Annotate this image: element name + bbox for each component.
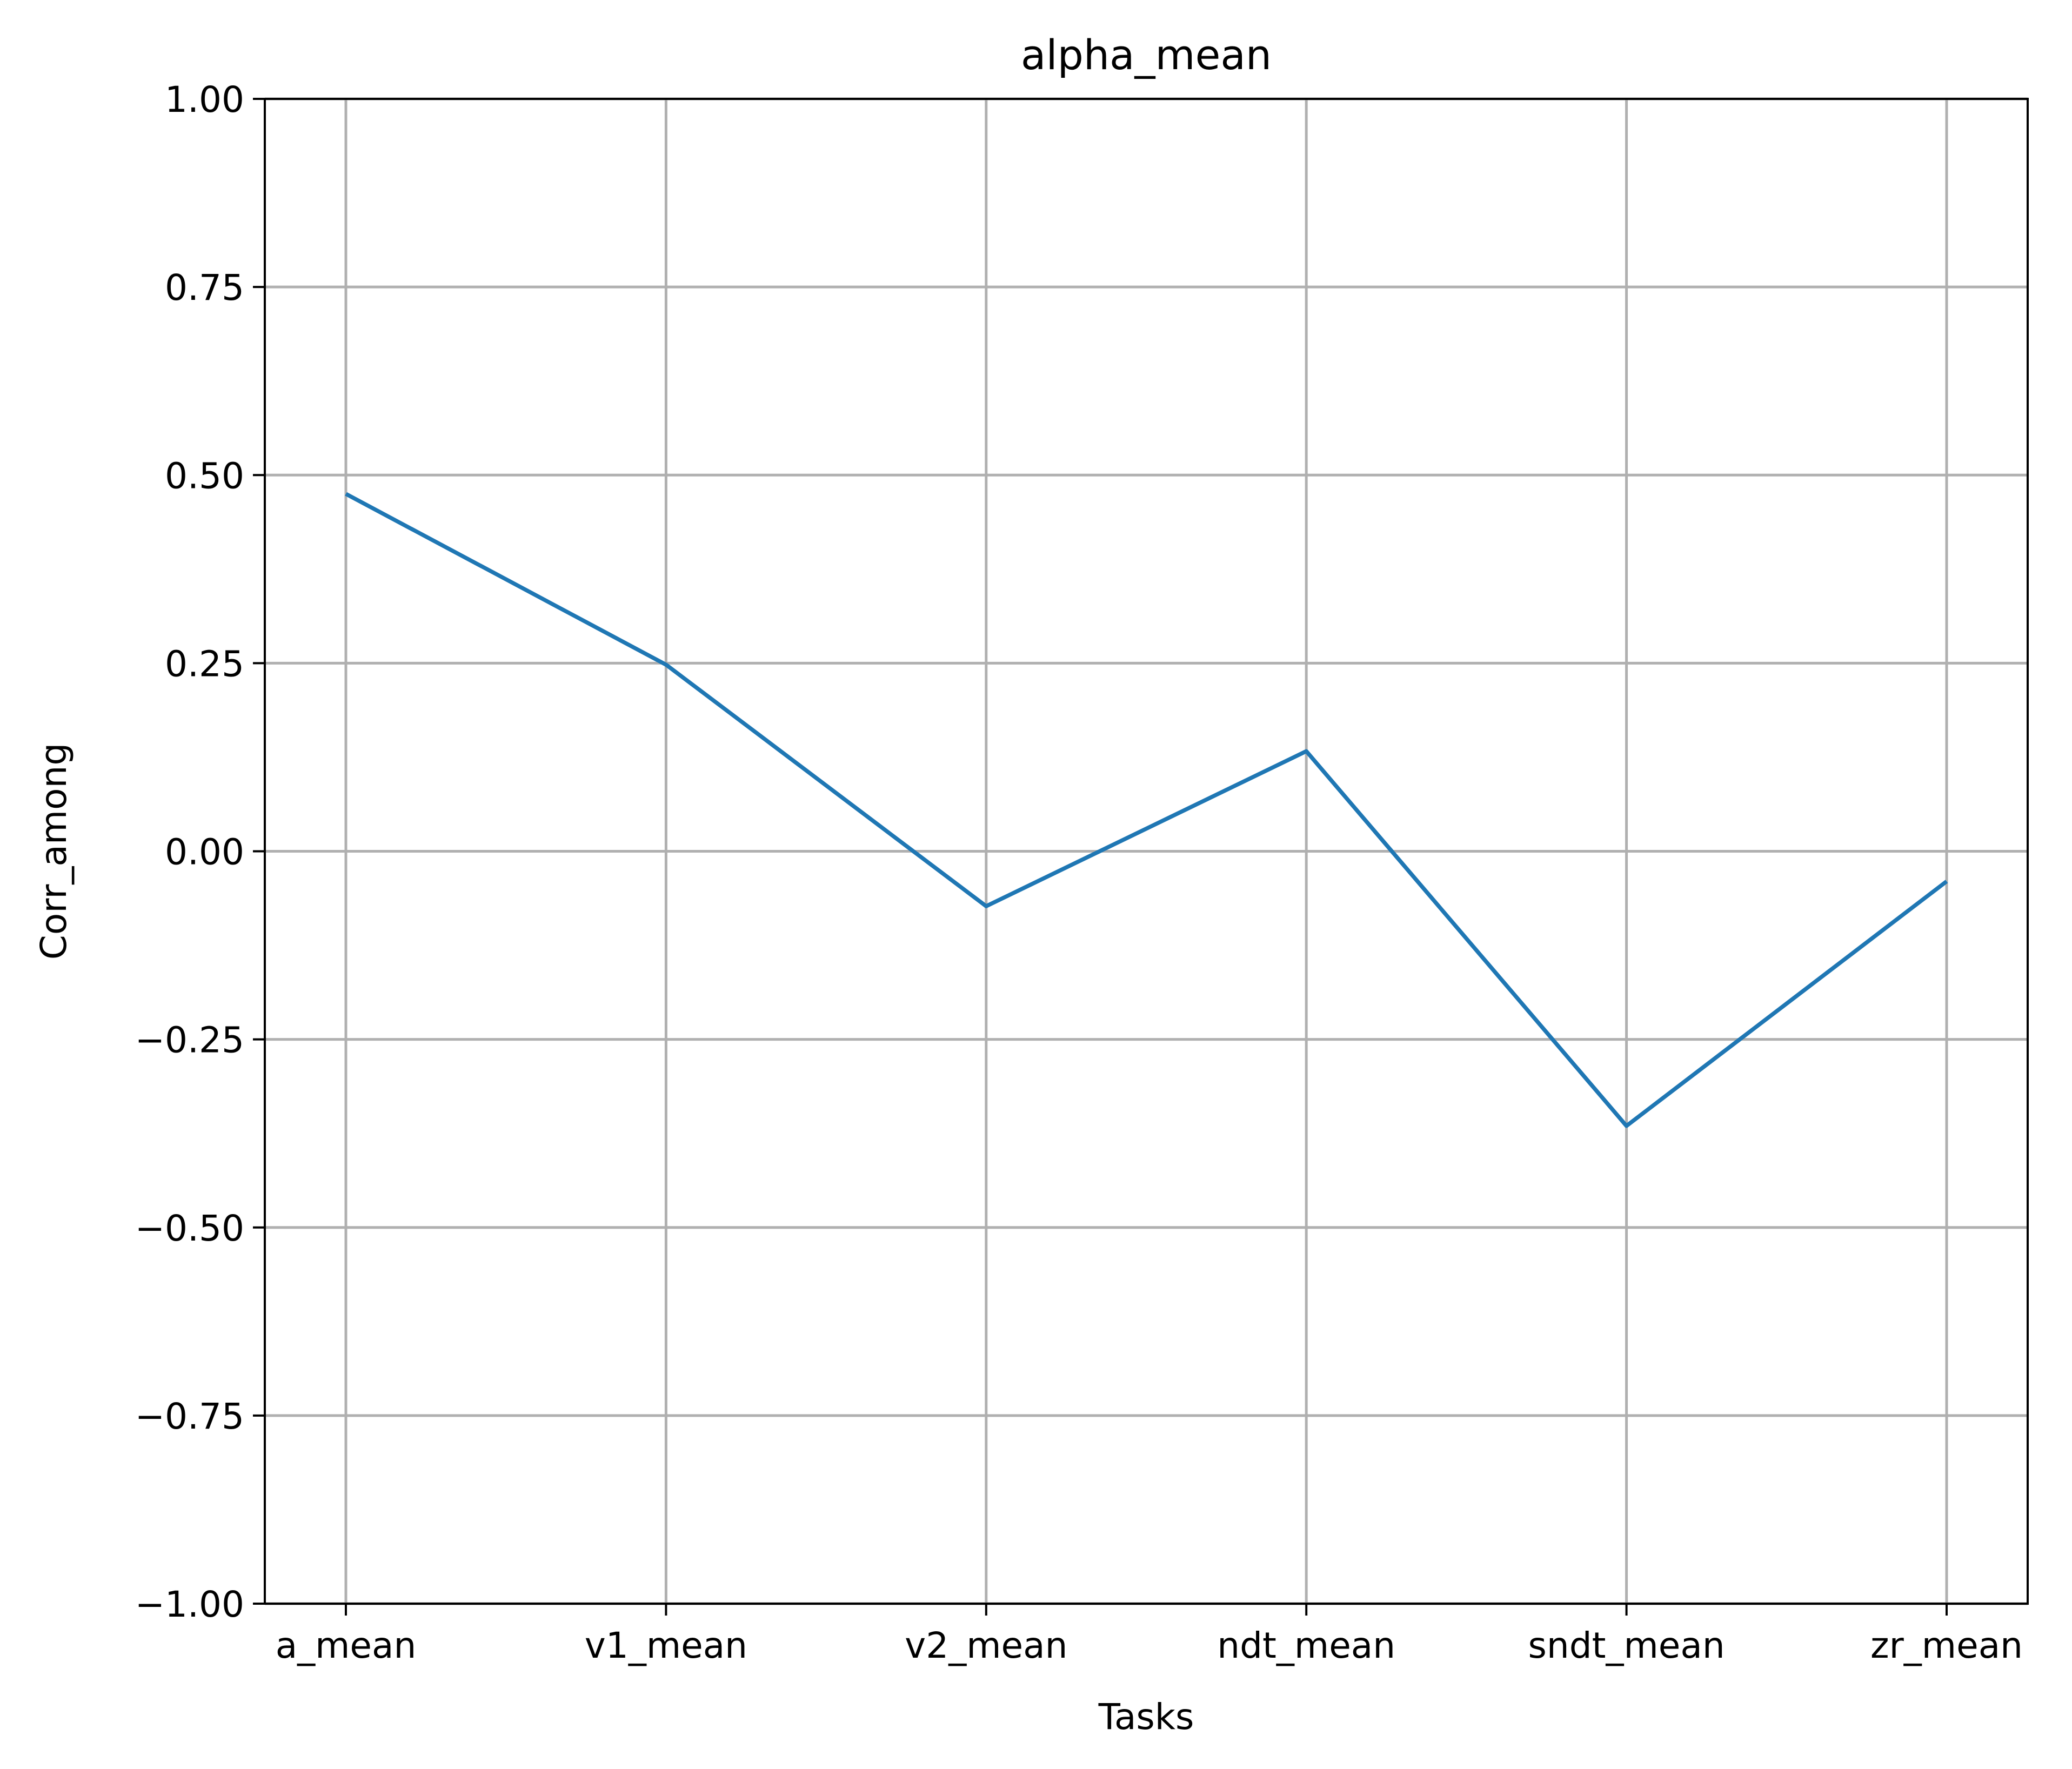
- x-tick-label: v2_mean: [905, 1625, 1067, 1666]
- grid: [265, 97, 2028, 1605]
- y-tick-label: 0.00: [165, 832, 244, 873]
- ticks: a_mean v1_mean v2_mean ndt_mean sndt_mean zr_…: [135, 79, 2023, 1666]
- y-tick-label: −0.25: [135, 1020, 244, 1061]
- y-tick-label: 0.25: [165, 643, 244, 685]
- y-tick-label: −1.00: [135, 1584, 244, 1625]
- x-tick-label: sndt_mean: [1528, 1625, 1725, 1666]
- y-tick-label: 0.75: [165, 267, 244, 309]
- y-axis-label: Corr_among: [33, 743, 75, 960]
- y-tick-label: −0.50: [135, 1208, 244, 1249]
- y-tick-label: 1.00: [165, 79, 244, 120]
- series-line: [345, 492, 1948, 1128]
- x-tick-label: v1_mean: [585, 1625, 747, 1666]
- x-tick-label: a_mean: [276, 1625, 417, 1666]
- chart-title: alpha_mean: [1021, 31, 1272, 79]
- x-tick-label: zr_mean: [1870, 1625, 2023, 1666]
- y-tick-label: −0.75: [135, 1396, 244, 1437]
- series-layer: [345, 492, 1948, 1128]
- x-tick-label: ndt_mean: [1217, 1625, 1395, 1666]
- x-axis-label: Tasks: [1098, 1696, 1194, 1738]
- y-tick-label: 0.50: [165, 455, 244, 497]
